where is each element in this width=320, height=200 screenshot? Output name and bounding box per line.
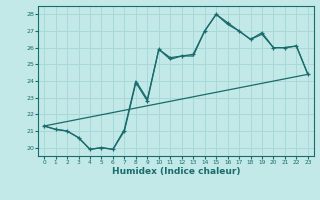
X-axis label: Humidex (Indice chaleur): Humidex (Indice chaleur) (112, 167, 240, 176)
